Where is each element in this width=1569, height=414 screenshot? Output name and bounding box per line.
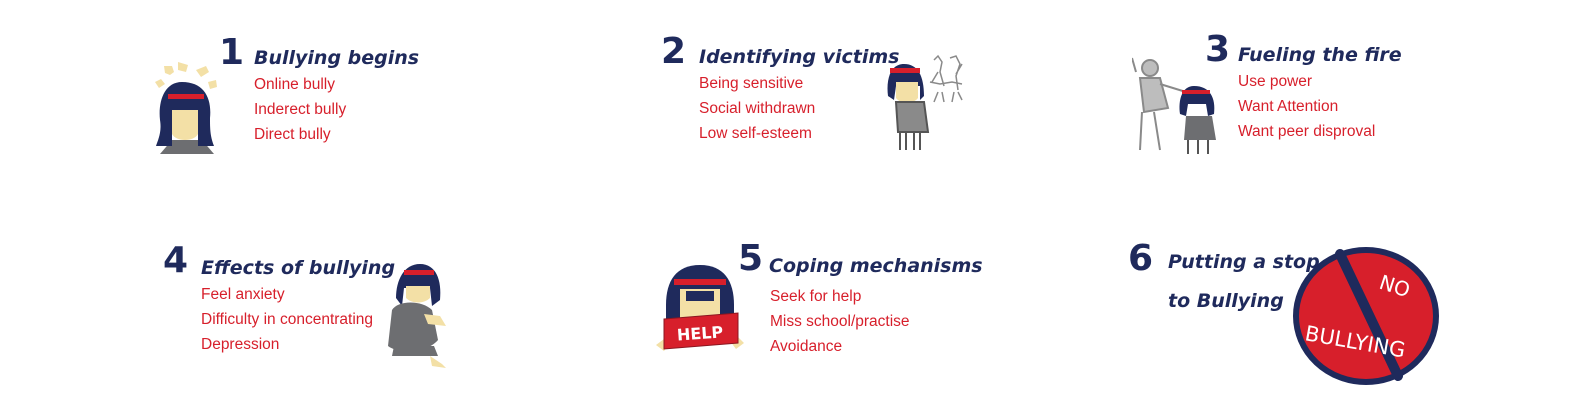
step-title: Bullying begins xyxy=(254,47,420,69)
list-item: Low self-esteem xyxy=(699,125,812,142)
help-sign-text: HELP xyxy=(676,322,724,344)
step-number: 3 xyxy=(1205,29,1231,70)
list-item: Want Attention xyxy=(1238,98,1339,115)
list-item: Online bully xyxy=(254,76,335,93)
list-item: Miss school/practise xyxy=(770,313,910,330)
girl-crouching-icon xyxy=(384,260,456,370)
step-items: Online bully Inderect bully Direct bully xyxy=(254,72,346,147)
list-item: Want peer disproval xyxy=(1238,123,1376,140)
step-items: Seek for help Miss school/practise Avoid… xyxy=(770,284,910,359)
step-number: 4 xyxy=(163,240,189,281)
step-number: 6 xyxy=(1128,238,1154,279)
step-title: Coping mechanisms xyxy=(769,255,983,277)
step-items: Being sensitive Social withdrawn Low sel… xyxy=(699,71,815,146)
step-title-line-1: Putting a stop xyxy=(1168,251,1320,273)
girl-looking-down-icon xyxy=(884,52,970,154)
list-item: Depression xyxy=(201,336,280,353)
no-bullying-sign-icon: NO BULLYING xyxy=(1290,244,1442,388)
step-items: Use power Want Attention Want peer dispr… xyxy=(1238,69,1375,144)
bully-pushing-girl-icon xyxy=(1132,52,1222,156)
list-item: Social withdrawn xyxy=(699,100,816,117)
list-item: Being sensitive xyxy=(699,75,804,92)
girl-holding-help-sign-icon: HELP xyxy=(650,263,750,361)
list-item: Seek for help xyxy=(770,288,862,305)
step-title-line-2: to Bullying xyxy=(1168,290,1284,312)
step-number: 5 xyxy=(738,238,764,279)
list-item: Inderect bully xyxy=(254,101,347,118)
step-number: 2 xyxy=(661,31,687,72)
step-title: Effects of bullying xyxy=(201,257,396,279)
list-item: Avoidance xyxy=(770,338,843,355)
girl-pointed-at-icon xyxy=(150,62,220,158)
step-number: 1 xyxy=(219,32,245,73)
list-item: Difficulty in concentrating xyxy=(201,311,374,328)
step-title: Identifying victims xyxy=(699,46,900,68)
step-items: Feel anxiety Difficulty in concentrating… xyxy=(201,282,373,357)
step-title: Fueling the fire xyxy=(1238,44,1402,66)
list-item: Use power xyxy=(1238,73,1313,90)
list-item: Direct bully xyxy=(254,126,331,143)
list-item: Feel anxiety xyxy=(201,286,285,303)
